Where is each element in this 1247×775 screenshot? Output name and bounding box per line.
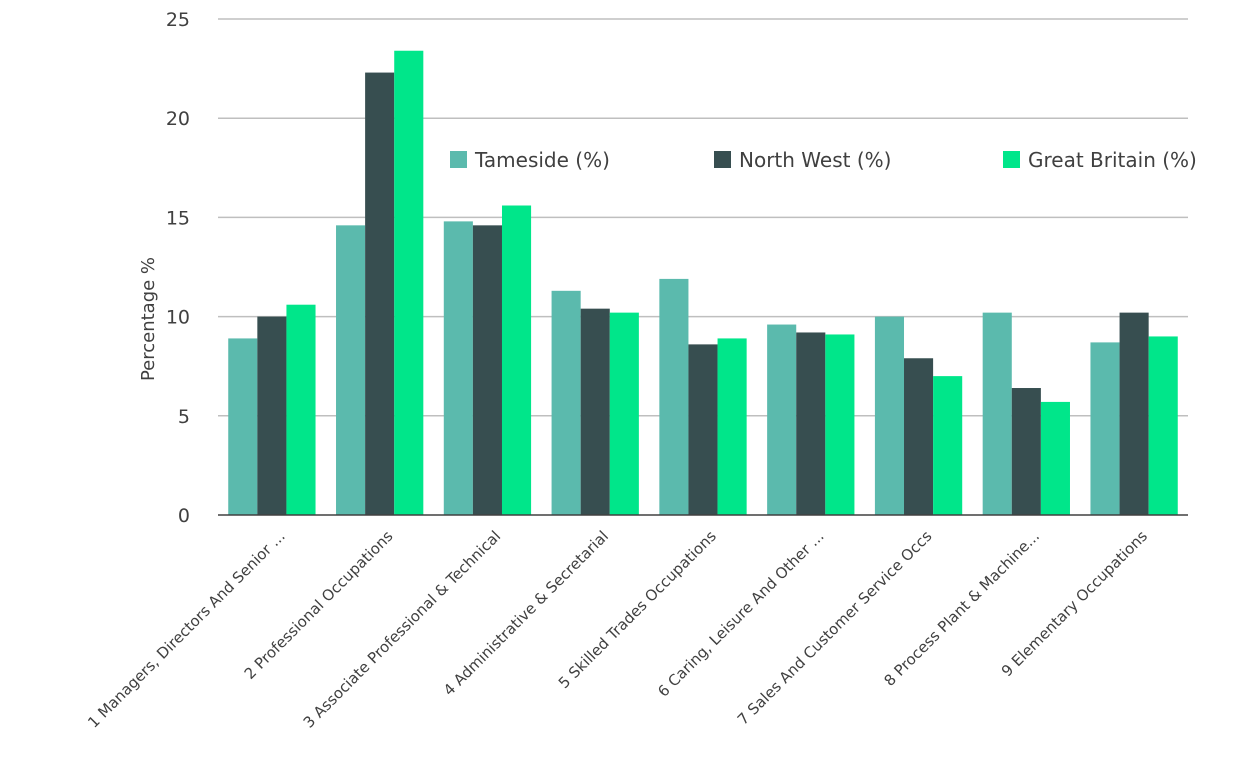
legend-label: Great Britain (%) bbox=[1028, 148, 1197, 172]
bar bbox=[609, 312, 639, 515]
bar bbox=[286, 304, 316, 515]
bars bbox=[228, 50, 1178, 516]
bar bbox=[228, 338, 258, 515]
bar bbox=[874, 316, 905, 515]
bar bbox=[933, 376, 963, 515]
x-tick-label: 1 Managers, Directors And Senior ... bbox=[84, 527, 288, 731]
y-tick-label: 25 bbox=[166, 9, 190, 31]
y-tick-label: 20 bbox=[166, 108, 190, 130]
bar bbox=[580, 308, 610, 515]
legend-label: Tameside (%) bbox=[474, 148, 610, 172]
bar bbox=[1040, 401, 1070, 515]
bar bbox=[1148, 336, 1178, 515]
bar bbox=[688, 344, 718, 515]
legend-swatch bbox=[1003, 151, 1020, 168]
bar bbox=[1090, 342, 1120, 515]
bar bbox=[472, 225, 502, 515]
bar bbox=[336, 225, 366, 515]
bar bbox=[551, 290, 581, 515]
y-axis-tick-labels: 0 5 10 15 20 25 bbox=[166, 9, 190, 527]
bar bbox=[904, 358, 934, 515]
bar bbox=[443, 221, 473, 515]
y-axis-label: Percentage % bbox=[138, 257, 159, 381]
x-axis-tick-labels: 1 Managers, Directors And Senior ...2 Pr… bbox=[84, 527, 1151, 732]
legend-swatch bbox=[714, 151, 731, 168]
bar bbox=[1119, 312, 1149, 515]
bar bbox=[659, 278, 689, 515]
bar bbox=[257, 316, 287, 515]
y-tick-label: 5 bbox=[178, 406, 190, 428]
y-tick-label: 0 bbox=[178, 505, 190, 527]
legend: Tameside (%) North West (%) Great Britain … bbox=[450, 148, 1197, 172]
x-tick-label: 3 Associate Professional & Technical bbox=[300, 527, 504, 731]
bar bbox=[501, 205, 532, 515]
bar bbox=[767, 324, 797, 515]
bar bbox=[717, 338, 747, 515]
x-tick-label: 7 Sales And Customer Service Occs bbox=[734, 527, 936, 729]
bar bbox=[365, 72, 395, 515]
legend-label: North West (%) bbox=[739, 148, 891, 172]
legend-swatch bbox=[450, 151, 467, 168]
y-tick-label: 10 bbox=[166, 307, 190, 329]
bar bbox=[394, 50, 424, 516]
bar bbox=[1011, 388, 1041, 515]
bar bbox=[796, 332, 826, 515]
bar bbox=[825, 334, 855, 515]
y-tick-label: 15 bbox=[166, 207, 190, 229]
bar bbox=[982, 312, 1012, 515]
